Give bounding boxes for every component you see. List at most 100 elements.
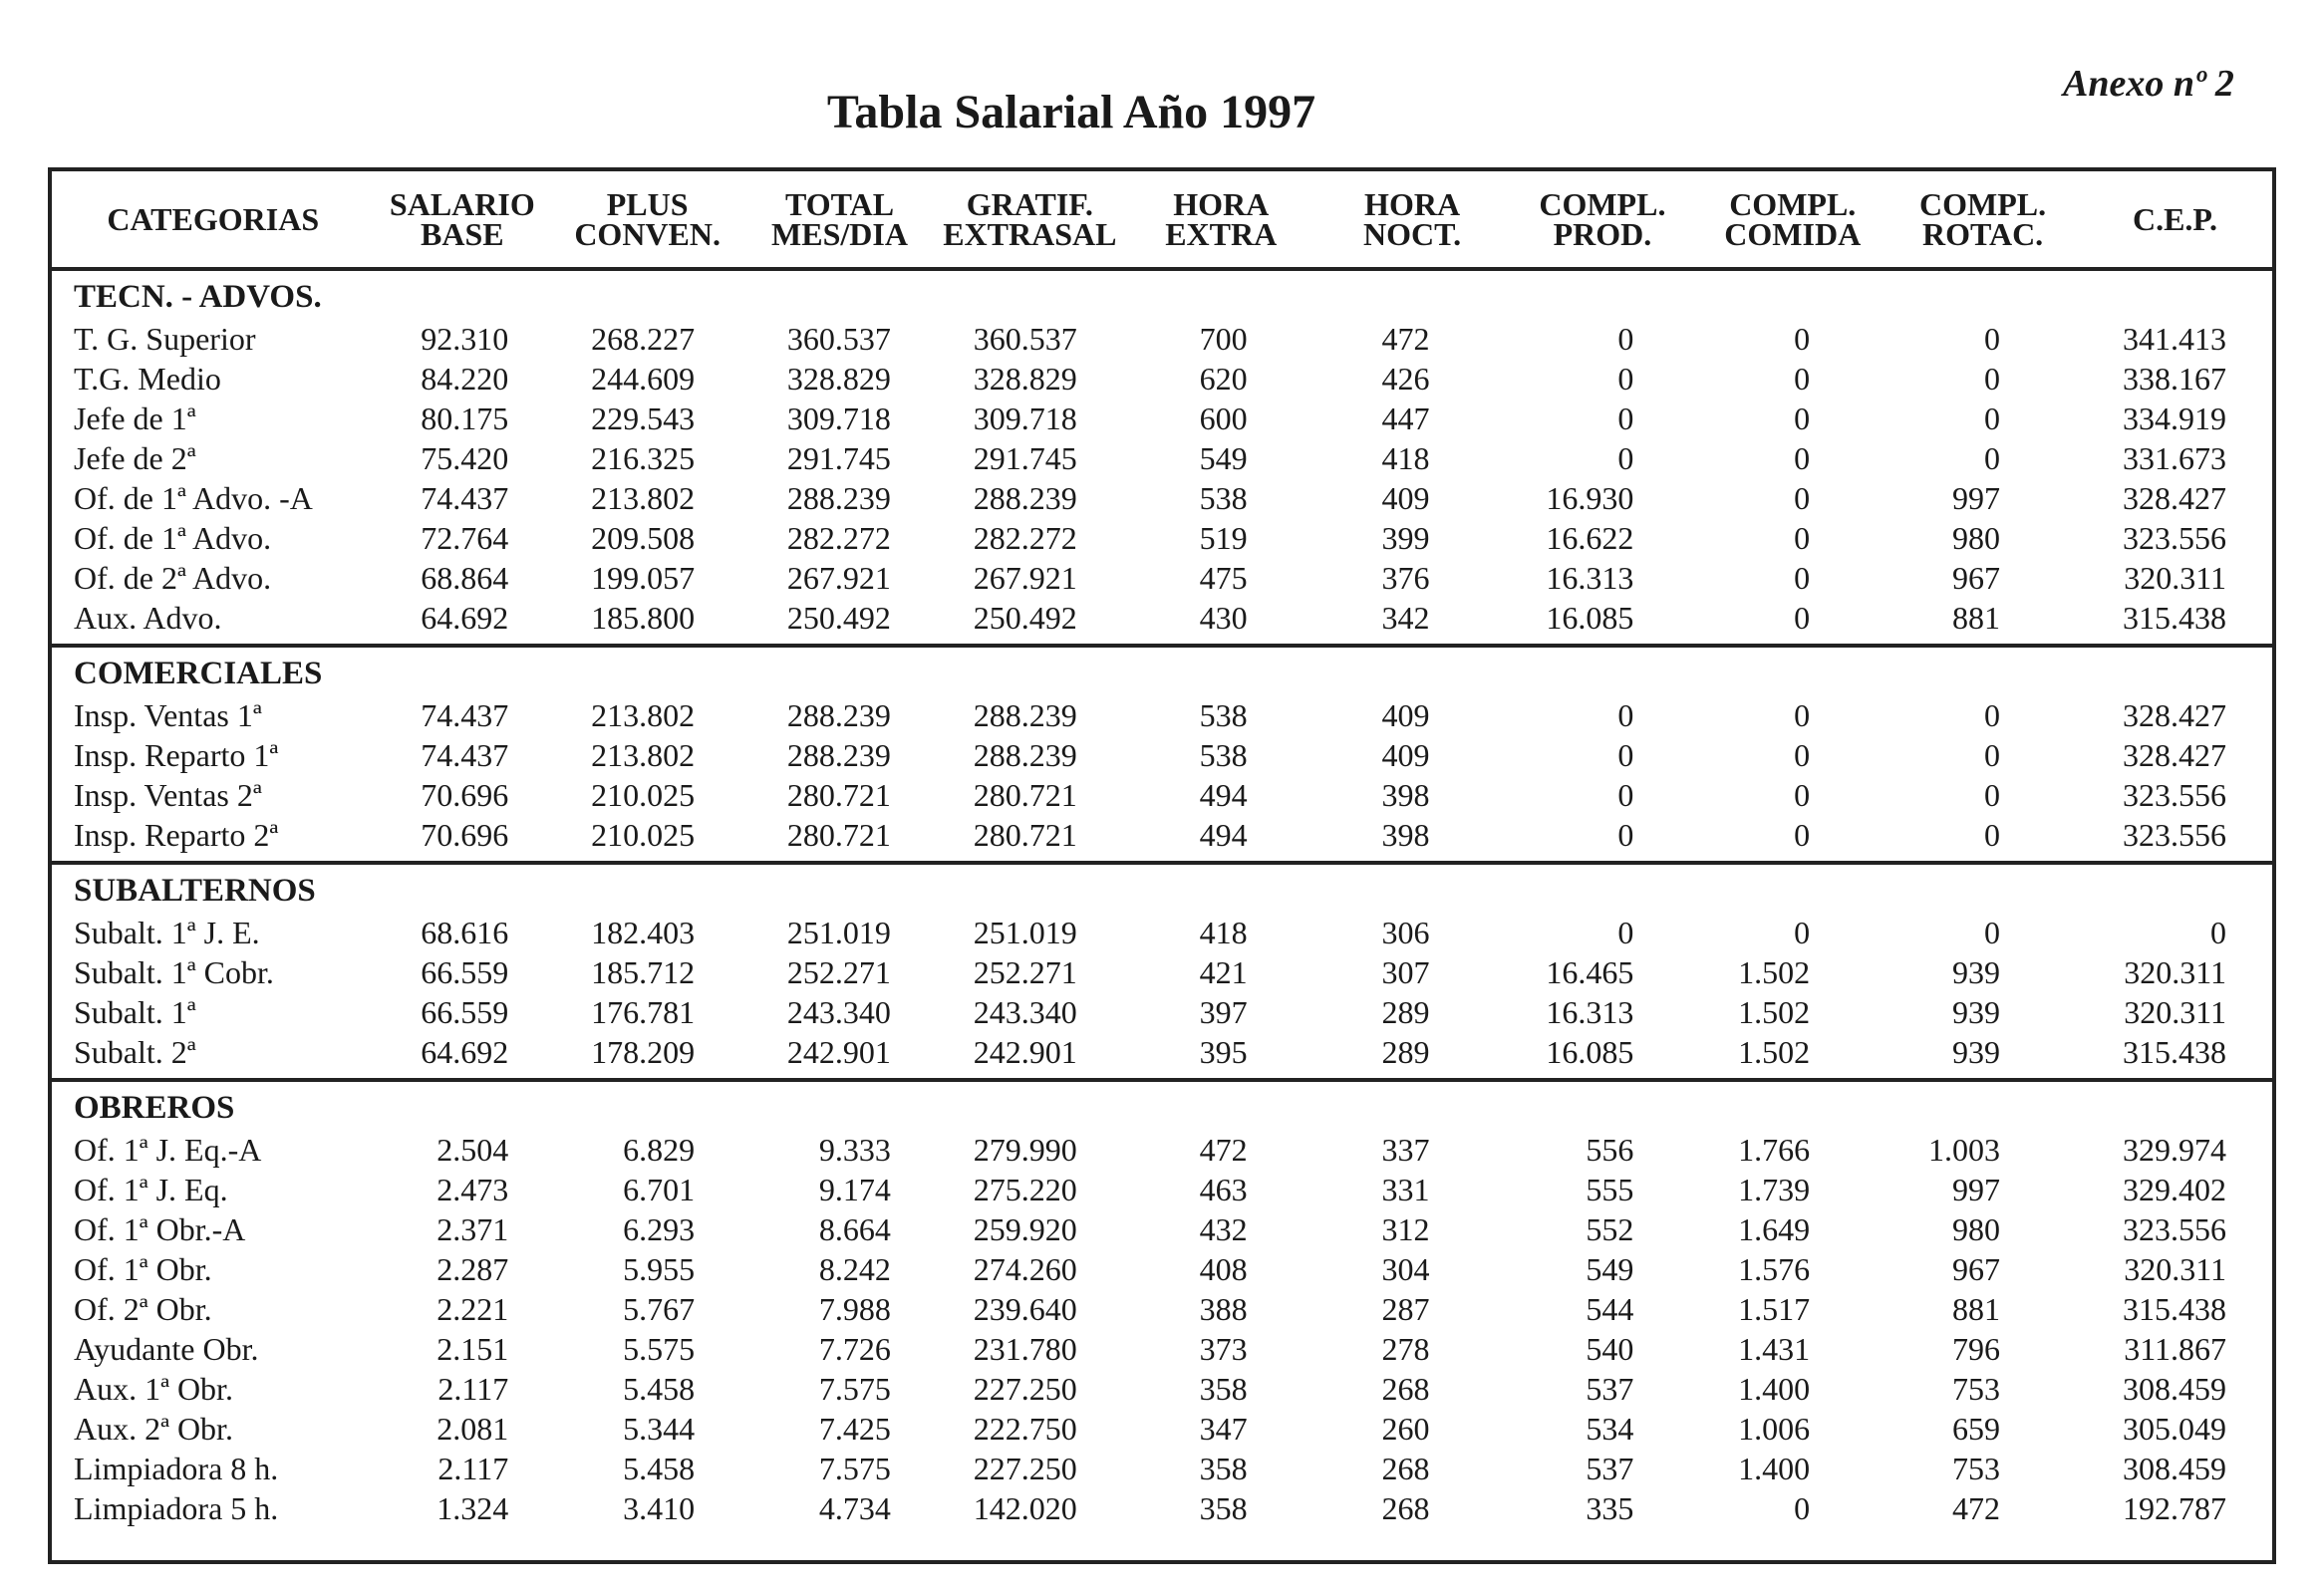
value-cell: 334.919 [2123, 400, 2226, 436]
value-cell: 397 [1199, 994, 1248, 1030]
value-cell: 2.117 [437, 1371, 509, 1407]
value-cell: 980 [1952, 1211, 2000, 1247]
value-cell: 315.438 [2123, 1034, 2226, 1070]
value-cell: 280.721 [786, 817, 891, 853]
value-cell: 268.227 [591, 321, 696, 357]
value-cell: 534 [1586, 1411, 1634, 1447]
column-header-line: COMIDA [1724, 216, 1862, 252]
category-name-cell: T. G. Superior [74, 321, 256, 357]
value-cell: 323.556 [2123, 817, 2226, 853]
value-cell: 2.473 [436, 1172, 509, 1207]
value-cell: 5.767 [623, 1291, 696, 1327]
table-row: Limpiadora 8 h. 2.117 5.458 7.575 227.250 358… [52, 1449, 2272, 1488]
table-row: Aux. 2ª Obr. 2.081 5.344 7.425 222.750 347 260… [52, 1409, 2272, 1449]
column-header-line: PLUS [606, 186, 689, 222]
value-cell: 282.272 [786, 520, 891, 556]
value-cell: 0 [1794, 361, 1811, 397]
category-name-cell: Subalt. 1ª [74, 994, 196, 1030]
value-cell: 395 [1199, 1034, 1248, 1070]
value-cell: 360.537 [973, 321, 1077, 357]
table-row: Aux. 1ª Obr. 2.117 5.458 7.575 227.250 358 268… [52, 1369, 2272, 1409]
value-cell: 311.867 [2124, 1331, 2226, 1367]
value-cell: 331 [1381, 1172, 1430, 1207]
value-cell: 537 [1586, 1371, 1634, 1407]
value-cell: 216.325 [591, 440, 696, 476]
column-header-line: NOCT. [1363, 216, 1462, 252]
value-cell: 432 [1199, 1211, 1248, 1247]
value-cell: 544 [1586, 1291, 1634, 1327]
value-cell: 312 [1381, 1211, 1430, 1247]
value-cell: 307 [1381, 954, 1430, 990]
value-cell: 0 [1794, 777, 1811, 813]
value-cell: 323.556 [2123, 1211, 2226, 1247]
value-cell: 341.413 [2123, 321, 2226, 357]
column-header-line: C.E.P. [2132, 201, 2218, 237]
value-cell: 1.431 [1738, 1331, 1811, 1367]
table-row: Of. 1ª Obr.-A 2.371 6.293 8.664 259.920 432 31… [52, 1209, 2272, 1249]
value-cell: 0 [1984, 915, 2000, 950]
value-cell: 178.209 [591, 1034, 696, 1070]
value-cell: 939 [1952, 954, 2000, 990]
category-name-cell: Of. 1ª Obr.-A [74, 1211, 246, 1247]
value-cell: 0 [1617, 817, 1634, 853]
category-name-cell: Jefe de 1ª [74, 400, 196, 436]
value-cell: 0 [1984, 817, 2000, 853]
value-cell: 409 [1381, 480, 1430, 516]
value-cell: 2.221 [436, 1291, 509, 1327]
value-cell: 287 [1381, 1291, 1430, 1327]
column-header-line: EXTRASAL [943, 216, 1117, 252]
value-cell: 0 [1794, 737, 1811, 773]
value-cell: 538 [1199, 697, 1248, 733]
value-cell: 1.502 [1738, 1034, 1811, 1070]
value-cell: 320.311 [2124, 954, 2226, 990]
value-cell: 274.260 [973, 1251, 1077, 1287]
value-cell: 472 [1381, 321, 1430, 357]
value-cell: 68.616 [421, 915, 509, 950]
table-row: T. G. Superior 92.310 268.227 360.537 360.53… [52, 319, 2272, 359]
value-cell: 1.502 [1738, 994, 1811, 1030]
value-cell: 2.371 [436, 1211, 509, 1247]
value-cell: 74.437 [421, 737, 509, 773]
value-cell: 0 [1794, 1490, 1811, 1526]
value-cell: 291.745 [973, 440, 1077, 476]
value-cell: 398 [1381, 817, 1430, 853]
value-cell: 231.780 [973, 1331, 1077, 1367]
page-title: Tabla Salarial Año 1997 [0, 85, 2322, 139]
value-cell: 1.400 [1738, 1451, 1811, 1486]
value-cell: 2.151 [436, 1331, 509, 1367]
value-cell: 280.721 [973, 817, 1077, 853]
value-cell: 74.437 [421, 697, 509, 733]
value-cell: 555 [1586, 1172, 1634, 1207]
value-cell: 0 [2210, 915, 2226, 950]
value-cell: 16.465 [1546, 954, 1634, 990]
value-cell: 222.750 [973, 1411, 1077, 1447]
value-cell: 2.081 [436, 1411, 509, 1447]
value-cell: 251.019 [786, 915, 891, 950]
value-cell: 306 [1381, 915, 1430, 950]
value-cell: 288.239 [786, 697, 891, 733]
category-name-cell: Limpiadora 5 h. [74, 1490, 279, 1526]
value-cell: 64.692 [421, 1034, 509, 1070]
value-cell: 92.310 [421, 321, 509, 357]
value-cell: 268 [1381, 1371, 1430, 1407]
value-cell: 967 [1952, 1251, 2000, 1287]
value-cell: 213.802 [591, 480, 696, 516]
value-cell: 4.734 [818, 1490, 891, 1526]
column-header-line: GRATIF. [966, 186, 1093, 222]
value-cell: 360.537 [786, 321, 891, 357]
value-cell: 185.800 [591, 600, 696, 636]
value-cell: 0 [1794, 600, 1811, 636]
value-cell: 16.930 [1546, 480, 1634, 516]
value-cell: 967 [1952, 560, 2000, 596]
table-row: Aux. Advo. 64.692 185.800 250.492 250.492 430… [52, 598, 2272, 646]
value-cell: 268 [1381, 1490, 1430, 1526]
value-cell: 289 [1381, 1034, 1430, 1070]
group-header-row: COMERCIALES [52, 644, 2272, 695]
value-cell: 881 [1952, 1291, 2000, 1327]
table-row: Of. de 1ª Advo. -A 74.437 213.802 288.239 28… [52, 478, 2272, 518]
group-title: COMERCIALES [52, 644, 2272, 695]
value-cell: 7.726 [818, 1331, 891, 1367]
column-header: SALARIO BASE [374, 171, 551, 271]
value-cell: 210.025 [591, 817, 696, 853]
value-cell: 335 [1586, 1490, 1634, 1526]
